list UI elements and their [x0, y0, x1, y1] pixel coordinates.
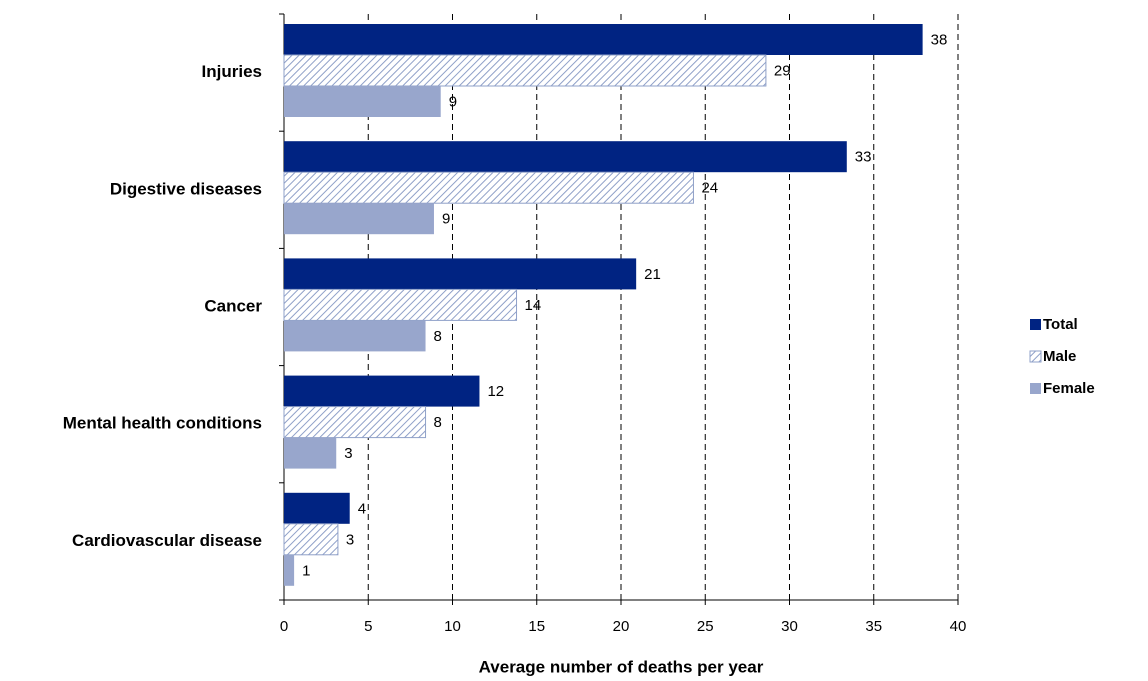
data-label: 8 — [434, 414, 442, 431]
data-label: 8 — [434, 328, 442, 345]
bar — [284, 24, 923, 55]
legend-label: Female — [1043, 380, 1095, 397]
bar — [284, 86, 441, 117]
bar — [284, 203, 434, 235]
data-label: 21 — [644, 266, 661, 283]
x-tick-label: 10 — [444, 618, 461, 635]
category-label: Injuries — [202, 62, 262, 81]
bar — [284, 320, 426, 352]
bar — [283, 523, 339, 556]
category-label: Cancer — [204, 296, 262, 315]
data-label: 29 — [774, 62, 791, 79]
bar — [284, 492, 350, 524]
legend-label: Male — [1043, 348, 1076, 365]
data-label: 38 — [931, 31, 948, 48]
data-label: 9 — [442, 211, 450, 228]
data-label: 3 — [344, 445, 352, 462]
category-label: Cardiovascular disease — [72, 531, 262, 550]
legend-swatch — [1029, 350, 1042, 363]
x-tick-label: 0 — [280, 618, 288, 635]
x-tick-label: 5 — [364, 618, 372, 635]
data-label: 3 — [346, 531, 354, 548]
bar — [284, 141, 847, 173]
bar — [283, 171, 694, 204]
category-label: Mental health conditions — [63, 414, 262, 433]
bar — [284, 375, 480, 407]
data-label: 4 — [358, 500, 366, 517]
data-label: 9 — [449, 93, 457, 110]
x-tick-label: 15 — [528, 618, 545, 635]
data-label: 1 — [302, 562, 310, 579]
legend-swatch — [1030, 383, 1041, 394]
bar — [283, 54, 767, 87]
x-tick-label: 20 — [613, 618, 630, 635]
data-label: 12 — [487, 383, 504, 400]
legend-swatch — [1030, 319, 1041, 330]
legend-label: Total — [1043, 316, 1078, 333]
x-tick-label: 40 — [950, 618, 967, 635]
bar — [284, 437, 337, 469]
x-axis-title: Average number of deaths per year — [479, 657, 764, 676]
data-label: 24 — [701, 180, 718, 197]
bar — [283, 406, 427, 439]
x-tick-label: 25 — [697, 618, 714, 635]
data-label: 33 — [855, 149, 872, 166]
x-tick-label: 30 — [781, 618, 798, 635]
bar — [283, 288, 518, 321]
bar — [284, 554, 295, 586]
bar — [284, 258, 637, 290]
x-tick-label: 35 — [865, 618, 882, 635]
category-label: Digestive diseases — [110, 179, 262, 198]
data-label: 14 — [525, 297, 542, 314]
